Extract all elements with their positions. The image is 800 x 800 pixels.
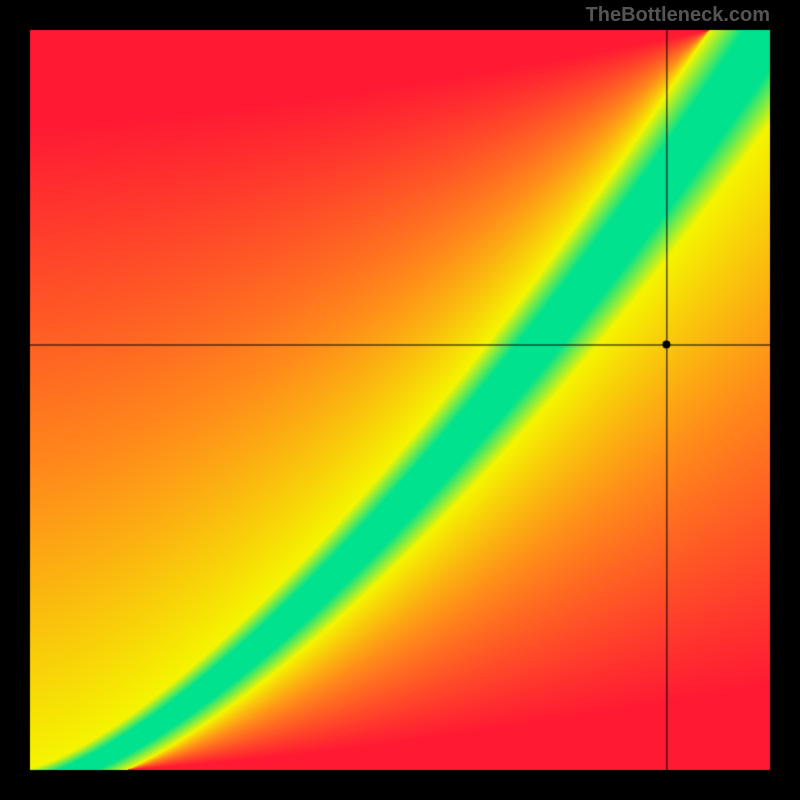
bottleneck-heatmap [0, 0, 800, 800]
attribution-text: TheBottleneck.com [586, 4, 770, 27]
chart-container: TheBottleneck.com [0, 0, 800, 800]
